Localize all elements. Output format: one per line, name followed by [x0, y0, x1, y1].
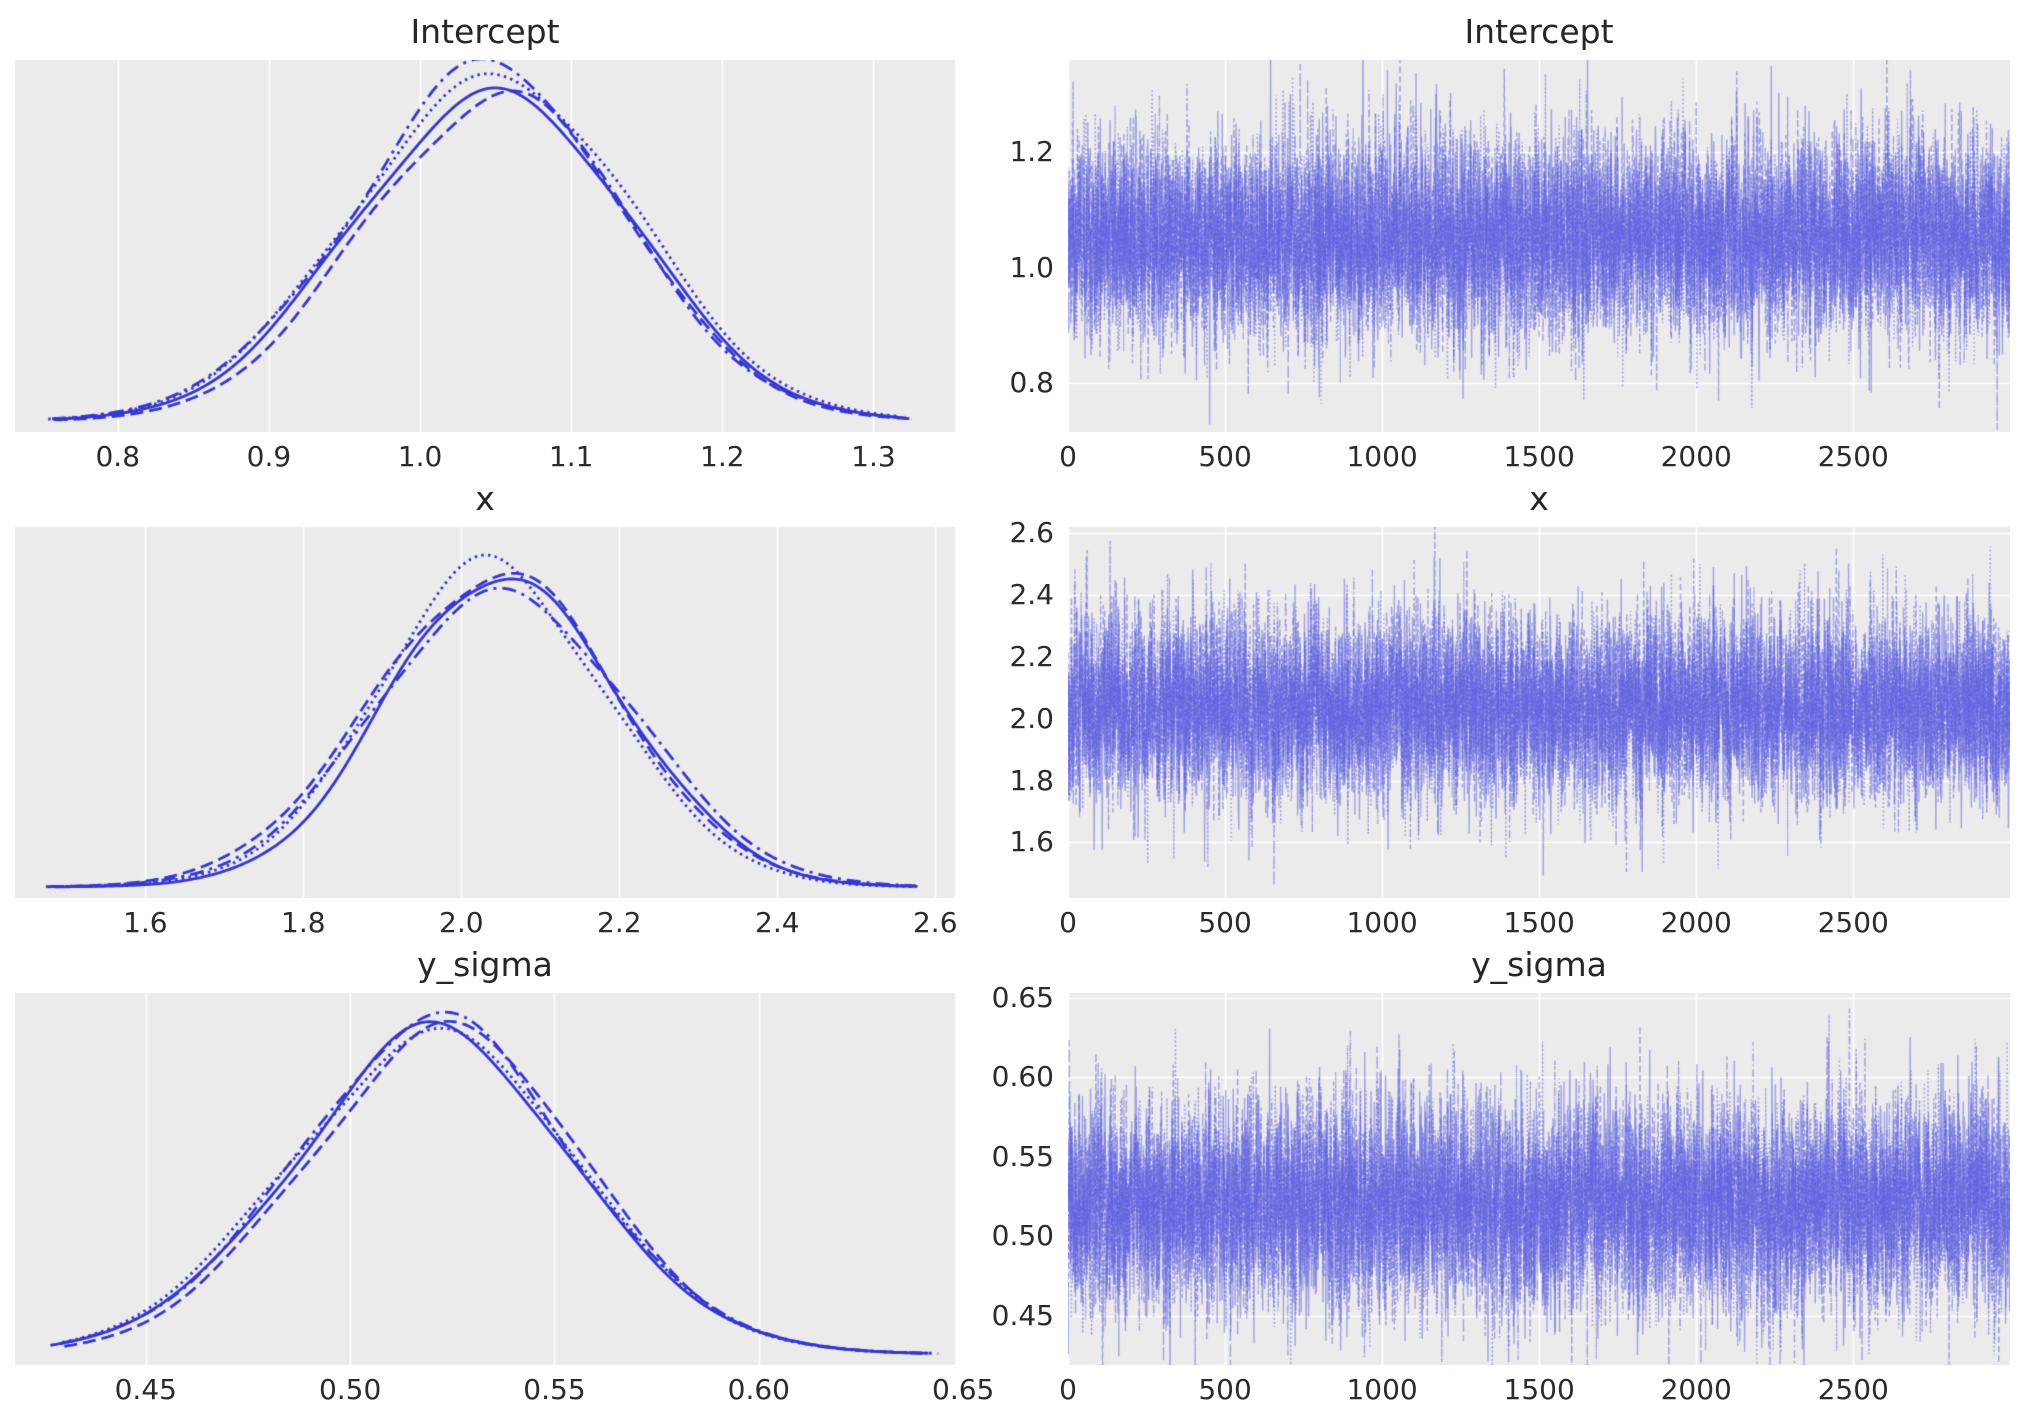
y-tick-label: 1.0 — [1009, 250, 1054, 284]
x-tick-label: 2500 — [1817, 440, 1889, 473]
x-tick-label: 0 — [1059, 1373, 1077, 1406]
x-kde-canvas — [15, 527, 955, 898]
x-tick-label: 0.8 — [95, 440, 141, 473]
panel-x-kde: x 1.6 1.8 2.0 2.2 2.4 2.6 — [15, 479, 958, 939]
y-tick-label: 2.4 — [1009, 578, 1054, 612]
panel-y_sigma-kde: y_sigma 0.45 0.50 0.55 0.60 0.65 — [15, 945, 994, 1406]
x-tick-label: 0.9 — [246, 440, 292, 473]
intercept-trace-canvas — [1068, 60, 2010, 432]
x-trace-canvas — [1068, 527, 2010, 898]
x-tick-label: 2.0 — [439, 906, 484, 939]
panel-title-intercept-trace: Intercept — [1464, 12, 1614, 51]
x-tick-label: 1000 — [1346, 440, 1418, 473]
x-tick-label: 1.6 — [123, 906, 168, 939]
panel-title-x-trace: x — [1529, 479, 1549, 518]
x-tick-label: 1.3 — [851, 440, 896, 473]
x-tick-label: 2.4 — [755, 906, 800, 939]
x-tick-label: 1000 — [1346, 1373, 1418, 1406]
x-tick-label: 0.60 — [727, 1373, 790, 1406]
x-tick-label: 2000 — [1660, 440, 1732, 473]
y-tick-label: 2.2 — [1009, 639, 1054, 673]
x-tick-label: 1.2 — [700, 440, 745, 473]
x-tick-label: 2000 — [1660, 1373, 1732, 1406]
panel-intercept-trace: Intercept 0 500 1000 1500 2000 2500 0.8 1.0 1.2 — [1009, 12, 2010, 473]
x-tick-label: 2.2 — [597, 906, 642, 939]
panel-intercept-kde: Intercept 0.8 0.9 1.0 1.1 1.2 1.3 — [15, 12, 955, 473]
panel-title-y_sigma-kde: y_sigma — [417, 945, 553, 984]
y-tick-label: 1.2 — [1009, 135, 1054, 169]
y-tick-label: 0.65 — [991, 980, 1054, 1014]
x-tick-label: 1500 — [1503, 1373, 1575, 1406]
x-tick-label: 500 — [1198, 906, 1252, 939]
y_sigma-trace-canvas — [1068, 993, 2010, 1365]
x-tick-label: 0 — [1059, 906, 1077, 939]
y-tick-label: 0.8 — [1009, 365, 1054, 399]
y_sigma-kde-canvas — [15, 993, 955, 1365]
x-tick-label: 0.65 — [932, 1373, 995, 1406]
y-tick-label: 0.55 — [991, 1139, 1054, 1173]
x-tick-label: 2500 — [1817, 906, 1889, 939]
x-tick-label: 500 — [1198, 440, 1252, 473]
panel-y_sigma-trace: y_sigma 0 500 1000 1500 2000 2500 0.45 0.50 0.55… — [992, 945, 2010, 1406]
y-tick-label: 0.60 — [991, 1060, 1054, 1094]
x-tick-label: 1.0 — [397, 440, 443, 473]
panel-title-x-kde: x — [475, 479, 495, 518]
x-tick-label: 2.6 — [912, 906, 958, 939]
y-tick-label: 0.50 — [991, 1219, 1054, 1253]
x-tick-label: 0.55 — [523, 1373, 586, 1406]
intercept-kde-canvas — [15, 60, 955, 432]
x-tick-label: 1.8 — [281, 906, 326, 939]
y-tick-label: 2.0 — [1009, 701, 1054, 735]
panel-title-y_sigma-trace: y_sigma — [1471, 945, 1607, 984]
y-tick-label: 1.6 — [1009, 825, 1054, 859]
y-tick-label: 2.6 — [1009, 516, 1054, 550]
x-tick-label: 1500 — [1503, 906, 1575, 939]
x-tick-label: 2000 — [1660, 906, 1732, 939]
x-tick-label: 0 — [1059, 440, 1077, 473]
x-tick-label: 1000 — [1346, 906, 1418, 939]
panel-title-intercept-kde: Intercept — [410, 12, 560, 51]
x-tick-label: 500 — [1198, 1373, 1252, 1406]
x-tick-label: 0.50 — [318, 1373, 382, 1406]
x-tick-label: 1.1 — [548, 440, 594, 473]
x-tick-label: 2500 — [1817, 1373, 1889, 1406]
x-tick-label: 0.45 — [114, 1373, 177, 1406]
y-tick-label: 1.8 — [1009, 763, 1054, 797]
panel-x-trace: x 0 500 1000 1500 2000 2500 1.6 1.8 2.0 2.2 2.4 2.6 — [1009, 479, 2010, 939]
y-tick-label: 0.45 — [991, 1298, 1054, 1332]
x-tick-label: 1500 — [1503, 440, 1575, 473]
